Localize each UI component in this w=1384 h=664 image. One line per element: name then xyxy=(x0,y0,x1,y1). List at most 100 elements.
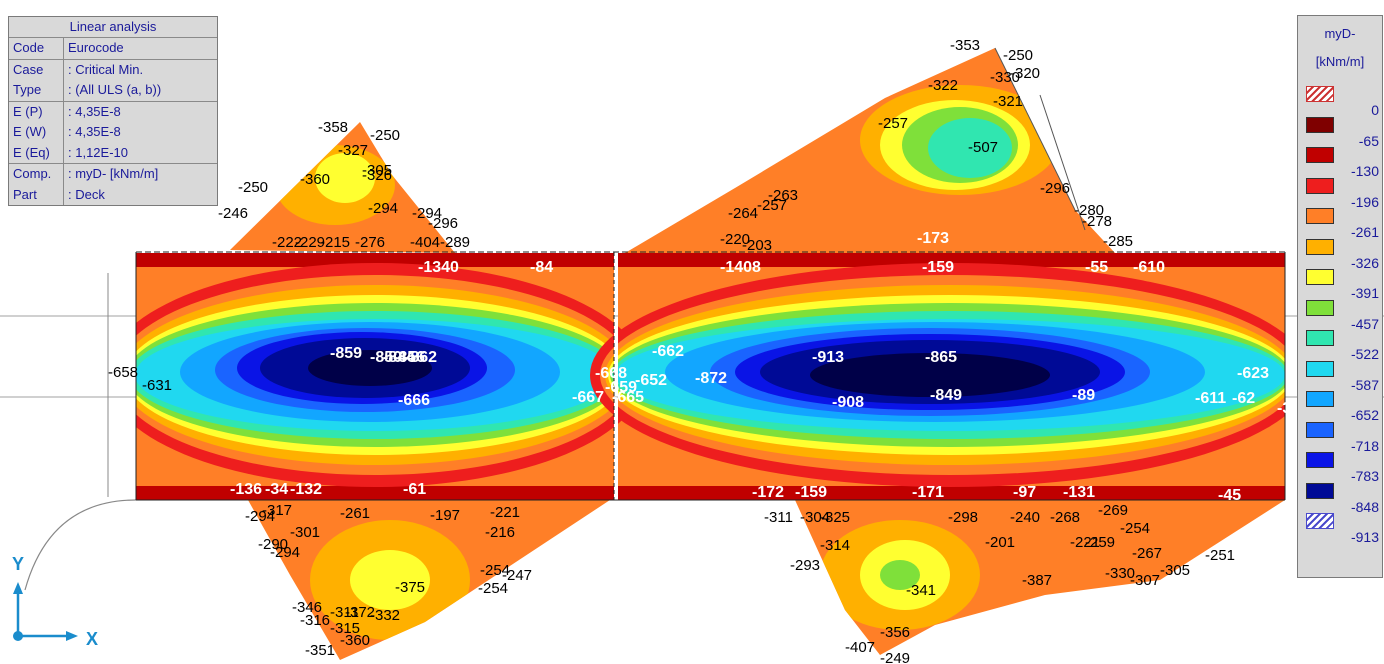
info-key: E (W) xyxy=(9,122,64,143)
info-panel: Linear analysis Code Eurocode Case: Criti… xyxy=(8,16,218,206)
contour-label: -659 xyxy=(605,379,637,396)
contour-label: -631 xyxy=(142,377,172,394)
contour-label: -668 xyxy=(595,365,627,382)
contour-label: -623 xyxy=(1237,365,1269,382)
contour-label: -862 xyxy=(405,349,437,366)
contour-label: -257 xyxy=(878,115,908,132)
legend-swatch xyxy=(1306,513,1334,529)
legend-value: -130 xyxy=(1350,163,1379,179)
contour-label: -294 xyxy=(368,200,398,217)
contour-label: -293 xyxy=(790,557,820,574)
legend-value: -391 xyxy=(1350,285,1379,301)
info-title: Linear analysis xyxy=(9,17,217,38)
contour-label: -353 xyxy=(950,37,980,54)
contour-label: -652 xyxy=(635,372,667,389)
legend-value: 0 xyxy=(1371,102,1379,118)
contour-label: -908 xyxy=(832,394,864,411)
contour-label: -131 xyxy=(1063,484,1095,501)
contour-label: -89 xyxy=(1072,387,1095,404)
contour-label: -221 xyxy=(490,504,520,521)
contour-label: -304 xyxy=(800,509,830,526)
contour-label: -263 xyxy=(768,187,798,204)
legend-value: -783 xyxy=(1350,468,1379,484)
contour-label: -404 xyxy=(410,234,440,251)
contour-label: -294 xyxy=(270,544,300,561)
contour-label: -34 xyxy=(265,481,288,498)
contour-label: -34 xyxy=(1277,400,1300,417)
contour-label: -315 xyxy=(330,620,360,637)
contour-label: -360 xyxy=(300,171,330,188)
contour-label: -311 xyxy=(764,509,793,526)
info-value: : 4,35E-8 xyxy=(68,103,121,119)
contour-label: -257 xyxy=(757,197,787,214)
contour-label: -346 xyxy=(292,599,322,616)
contour-label: -84 xyxy=(530,259,553,276)
legend-swatch xyxy=(1306,177,1334,194)
contour-label: -314 xyxy=(820,537,850,554)
info-row-case: Case: Critical Min. xyxy=(9,58,217,80)
info-value: : 1,12E-10 xyxy=(68,144,128,160)
info-key: Code xyxy=(9,38,64,59)
legend-swatch xyxy=(1306,421,1334,438)
contour-label: -387 xyxy=(1022,572,1052,589)
legend-swatch xyxy=(1306,238,1334,255)
contour-label: -254 xyxy=(1120,520,1150,537)
contour-label: -289 xyxy=(440,234,470,251)
contour-label: -356 xyxy=(880,624,910,641)
legend-swatch xyxy=(1306,330,1334,346)
contour-label: -330 xyxy=(990,69,1020,86)
contour-label: -246 xyxy=(218,205,248,222)
contour-label: -407 xyxy=(845,639,875,656)
legend-value: -326 xyxy=(1350,254,1379,271)
contour-label: -610 xyxy=(1133,259,1165,276)
contour-label: -1408 xyxy=(720,259,761,276)
info-row-eeq: E (Eq): 1,12E-10 xyxy=(9,142,217,163)
color-legend: myD- [kNm/m] 0 -65 -130 -196 -261 -326 -391 -45… xyxy=(1297,15,1383,578)
contour-label: -220 xyxy=(720,231,750,248)
contour-label: -203 xyxy=(742,237,772,254)
contour-label: -254 xyxy=(480,562,510,579)
contour-label: -222 xyxy=(272,234,302,251)
contour-label: -247 xyxy=(502,567,532,584)
contour-label: -856 xyxy=(393,349,425,366)
contour-label: -249 xyxy=(880,650,910,664)
legend-swatch xyxy=(1306,208,1334,224)
contour-label: -301 xyxy=(290,524,320,541)
contour-label: -261 xyxy=(340,505,370,522)
contour-label: -844 xyxy=(383,349,415,366)
contour-label: -290 xyxy=(258,536,288,553)
y-axis-label: Y xyxy=(12,554,24,574)
contour-label: -666 xyxy=(398,392,430,409)
info-key: Part xyxy=(9,184,64,205)
info-key: E (Eq) xyxy=(9,142,64,163)
legend-value: -522 xyxy=(1350,346,1379,362)
info-value: : (All ULS (a, b)) xyxy=(68,82,162,97)
contour-label: -865 xyxy=(925,349,957,366)
part-outlines xyxy=(135,47,1286,501)
info-row-ep: E (P): 4,35E-8 xyxy=(9,100,217,122)
contour-label: -216 xyxy=(485,524,515,541)
contour-label: -320 xyxy=(1010,65,1040,82)
contour-label: -341 xyxy=(906,582,936,599)
info-row-code: Code Eurocode xyxy=(9,38,217,59)
contour-label: -173 xyxy=(917,230,949,247)
contour-label: -172 xyxy=(752,484,784,501)
contour-label: -132 xyxy=(290,481,322,498)
legend-swatch xyxy=(1306,299,1334,316)
contour-label: -872 xyxy=(695,370,727,387)
contour-label: -276 xyxy=(355,234,385,251)
contour-label: -330 xyxy=(1105,565,1135,582)
contour-label: -317 xyxy=(262,502,292,519)
contour-label: -850 xyxy=(370,349,402,366)
contour-label: -849 xyxy=(930,387,962,404)
info-row-part: Part: Deck xyxy=(9,184,217,205)
contour-label: -296 xyxy=(428,215,458,232)
contour-label: -311 xyxy=(330,604,359,621)
info-key: Case xyxy=(9,59,64,80)
legend-value: -913 xyxy=(1350,529,1379,545)
contour-label: -326 xyxy=(362,167,392,184)
contour-label: -285 xyxy=(1103,233,1133,250)
info-row-comp: Comp.: myD- [kNm/m] xyxy=(9,163,217,185)
contour-label: -278 xyxy=(1082,213,1112,230)
